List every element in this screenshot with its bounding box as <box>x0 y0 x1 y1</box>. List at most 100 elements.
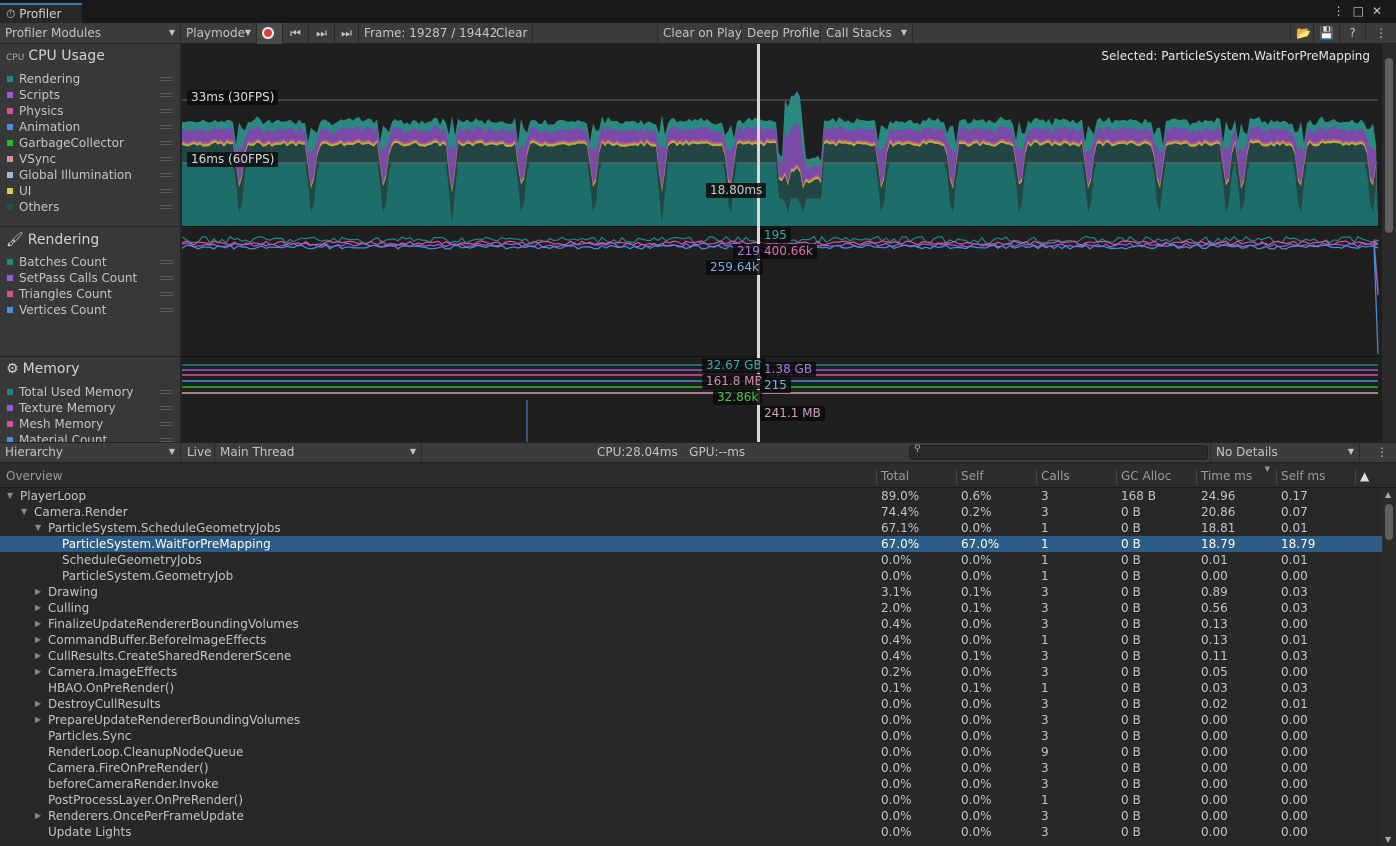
legend-item-batches-count[interactable]: Batches Count <box>7 254 177 270</box>
table-row[interactable]: ▶ PrepareUpdateRendererBoundingVolumes 0.0… <box>0 712 1382 728</box>
expand-right-icon[interactable]: ▶ <box>35 619 42 628</box>
module-memory[interactable]: ⚙ Memory Total Used Memory Texture Memory M… <box>0 357 181 442</box>
legend-item-texture-memory[interactable]: Texture Memory <box>7 400 177 416</box>
table-row[interactable]: Update Lights 0.0% 0.0% 3 0 B 0.00 0.00 <box>0 824 1382 840</box>
drag-handle-icon[interactable] <box>160 438 173 442</box>
table-row[interactable]: Particles.Sync 0.0% 0.0% 3 0 B 0.00 0.00 <box>0 728 1382 744</box>
drag-handle-icon[interactable] <box>160 77 173 81</box>
table-row[interactable]: ▶ CommandBuffer.BeforeImageEffects 0.4% 0.0… <box>0 632 1382 648</box>
legend-item-total-used-memory[interactable]: Total Used Memory <box>7 384 177 400</box>
clear-on-play-toggle[interactable]: Clear on Play <box>657 23 742 44</box>
warning-column[interactable]: ▲ <box>1355 469 1382 485</box>
drag-handle-icon[interactable] <box>160 157 173 161</box>
column-calls[interactable]: Calls <box>1036 469 1070 485</box>
drag-handle-icon[interactable] <box>160 406 173 410</box>
drag-handle-icon[interactable] <box>160 308 173 312</box>
drag-handle-icon[interactable] <box>160 390 173 394</box>
table-row[interactable]: ▶ Culling 2.0% 0.1% 3 0 B 0.56 0.03 <box>0 600 1382 616</box>
thread-dropdown[interactable]: Main Thread <box>215 443 422 462</box>
drag-handle-icon[interactable] <box>160 422 173 426</box>
live-toggle[interactable]: Live <box>182 443 215 462</box>
drag-handle-icon[interactable] <box>160 93 173 97</box>
details-options-button[interactable]: ⋮ <box>1368 443 1396 462</box>
close-icon[interactable]: ✕ <box>1371 4 1390 18</box>
expand-down-icon[interactable]: ▼ <box>35 523 42 532</box>
drag-handle-icon[interactable] <box>160 109 173 113</box>
drag-handle-icon[interactable] <box>160 173 173 177</box>
expand-right-icon[interactable]: ▶ <box>35 603 42 612</box>
legend-item-scripts[interactable]: Scripts <box>7 87 177 103</box>
drag-handle-icon[interactable] <box>160 205 173 209</box>
drag-handle-icon[interactable] <box>160 292 173 296</box>
expand-right-icon[interactable]: ▶ <box>35 699 42 708</box>
drag-handle-icon[interactable] <box>160 125 173 129</box>
column-self[interactable]: Self <box>956 469 984 485</box>
view-dropdown[interactable]: Hierarchy <box>0 443 181 462</box>
legend-item-ui[interactable]: UI <box>7 183 177 199</box>
expand-right-icon[interactable]: ▶ <box>35 715 42 724</box>
legend-item-garbagecollector[interactable]: GarbageCollector <box>7 135 177 151</box>
hierarchy-scrollbar[interactable]: ▲ ▼ <box>1382 488 1396 846</box>
charts-svg[interactable] <box>182 44 1382 442</box>
table-row[interactable]: ▶ FinalizeUpdateRendererBoundingVolumes 0.… <box>0 616 1382 632</box>
table-row[interactable]: ▶ Renderers.OncePerFrameUpdate 0.0% 0.0% 3 0 … <box>0 808 1382 824</box>
module-cpu-usage[interactable]: CPU CPU Usage Rendering Scripts Physics Anim… <box>0 44 181 227</box>
module-rendering[interactable]: 🖌 Rendering Batches Count SetPass Calls Co… <box>0 227 181 357</box>
save-button[interactable]: 💾 <box>1314 23 1340 44</box>
legend-item-mesh-memory[interactable]: Mesh Memory <box>7 416 177 432</box>
legend-item-material-count[interactable]: Material Count <box>7 432 177 442</box>
table-row[interactable]: Camera.FireOnPreRender() 0.0% 0.0% 3 0 B 0.00… <box>0 760 1382 776</box>
column-self-ms[interactable]: Self ms <box>1276 469 1325 485</box>
current-frame-button[interactable]: ⏭ <box>335 23 359 44</box>
kebab-icon[interactable]: ⋮ <box>1332 4 1353 18</box>
legend-item-triangles-count[interactable]: Triangles Count <box>7 286 177 302</box>
table-row[interactable]: ▶ DestroyCullResults 0.0% 0.0% 3 0 B 0.02 0.01 <box>0 696 1382 712</box>
legend-item-physics[interactable]: Physics <box>7 103 177 119</box>
legend-item-global-illumination[interactable]: Global Illumination <box>7 167 177 183</box>
table-row[interactable]: RenderLoop.CleanupNodeQueue 0.0% 0.0% 9 0 B 0… <box>0 744 1382 760</box>
record-button[interactable] <box>257 23 283 44</box>
next-frame-button[interactable]: ⏭ <box>309 23 335 44</box>
previous-frame-button[interactable]: ⏮ <box>283 23 309 44</box>
table-row[interactable]: ScheduleGeometryJobs 0.0% 0.0% 1 0 B 0.01 0.01 <box>0 552 1382 568</box>
legend-item-rendering[interactable]: Rendering <box>7 71 177 87</box>
deep-profile-toggle[interactable]: Deep Profile <box>742 23 821 44</box>
table-row[interactable]: ▼ PlayerLoop 89.0% 0.6% 3 168 B 24.96 0.17 <box>0 488 1382 504</box>
expand-down-icon[interactable]: ▼ <box>21 507 28 516</box>
legend-item-setpass-calls-count[interactable]: SetPass Calls Count <box>7 270 177 286</box>
column-gc-alloc[interactable]: GC Alloc <box>1116 469 1171 485</box>
legend-item-animation[interactable]: Animation <box>7 119 177 135</box>
table-row[interactable]: ▼ Camera.Render 74.4% 0.2% 3 0 B 20.86 0.07 <box>0 504 1382 520</box>
expand-right-icon[interactable]: ▶ <box>35 635 42 644</box>
drag-handle-icon[interactable] <box>160 260 173 264</box>
profiler-modules-dropdown[interactable]: Profiler Modules <box>0 23 181 44</box>
call-stacks-dropdown[interactable]: Call Stacks ▼ <box>821 23 913 44</box>
expand-right-icon[interactable]: ▶ <box>35 651 42 660</box>
table-row[interactable]: ParticleSystem.GeometryJob 0.0% 0.0% 1 0 B 0.… <box>0 568 1382 584</box>
table-row[interactable]: PostProcessLayer.OnPreRender() 0.0% 0.0% 1 0… <box>0 792 1382 808</box>
table-row[interactable]: beforeCameraRender.Invoke 0.0% 0.0% 3 0 B 0.0… <box>0 776 1382 792</box>
column-time-ms[interactable]: Time ms ▼ <box>1196 465 1276 485</box>
help-button[interactable]: ? <box>1340 23 1366 44</box>
load-button[interactable]: 📂 <box>1290 23 1314 44</box>
table-row[interactable]: ParticleSystem.WaitForPreMapping 67.0% 67.… <box>0 536 1382 552</box>
search-input[interactable] <box>909 445 1208 460</box>
table-row[interactable]: ▼ ParticleSystem.ScheduleGeometryJobs 67.1… <box>0 520 1382 536</box>
expand-right-icon[interactable]: ▶ <box>35 811 42 820</box>
legend-item-others[interactable]: Others <box>7 199 177 215</box>
hierarchy-list[interactable]: ▼ PlayerLoop 89.0% 0.6% 3 168 B 24.96 0.17 ▼ Came… <box>0 488 1382 846</box>
table-row[interactable]: ▶ Drawing 3.1% 0.1% 3 0 B 0.89 0.03 <box>0 584 1382 600</box>
clear-button[interactable]: Clear <box>491 23 533 44</box>
target-dropdown[interactable]: Playmode ▼ <box>181 23 257 44</box>
profiler-tab[interactable]: ⏱ Profiler <box>0 3 82 23</box>
drag-handle-icon[interactable] <box>160 141 173 145</box>
charts-scrollbar[interactable] <box>1382 44 1396 442</box>
legend-item-vsync[interactable]: VSync <box>7 151 177 167</box>
expand-right-icon[interactable]: ▶ <box>35 667 42 676</box>
table-row[interactable]: HBAO.OnPreRender() 0.1% 0.1% 1 0 B 0.03 0.03 <box>0 680 1382 696</box>
charts-area[interactable]: Selected: ParticleSystem.WaitForPreMappi… <box>182 44 1382 442</box>
column-overview[interactable]: Overview <box>6 469 63 483</box>
table-row[interactable]: ▶ Camera.ImageEffects 0.2% 0.0% 3 0 B 0.05 0.00 <box>0 664 1382 680</box>
table-row[interactable]: ▶ CullResults.CreateSharedRendererScene 0.… <box>0 648 1382 664</box>
legend-item-vertices-count[interactable]: Vertices Count <box>7 302 177 318</box>
